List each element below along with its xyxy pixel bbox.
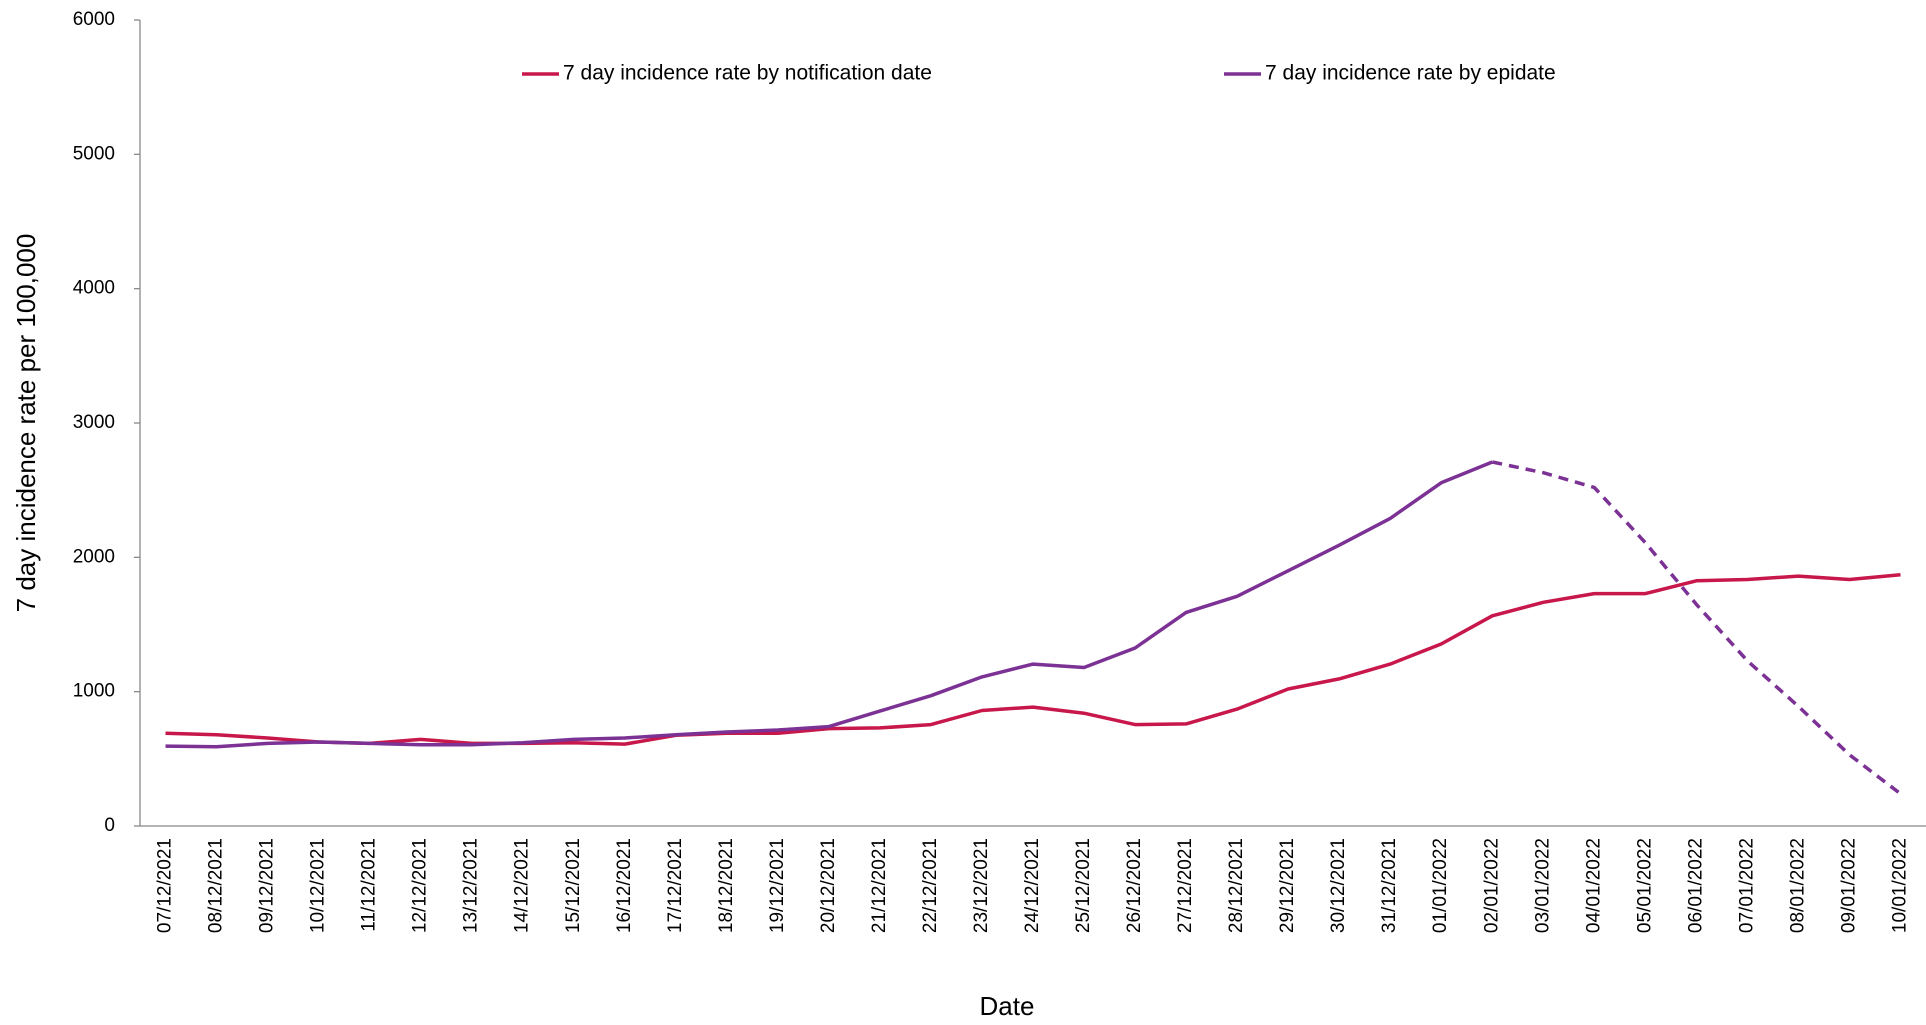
x-tick-label: 16/12/2021	[614, 838, 635, 933]
y-tick-label: 2000	[73, 546, 115, 567]
x-tick-label: 29/12/2021	[1277, 838, 1298, 933]
x-tick-label: 15/12/2021	[563, 838, 584, 933]
x-tick-label: 18/12/2021	[716, 838, 737, 933]
x-tick-label: 10/12/2021	[308, 838, 329, 933]
x-tick-label: 22/12/2021	[920, 838, 941, 933]
x-tick-label: 03/01/2022	[1532, 838, 1553, 933]
x-tick-label: 28/12/2021	[1226, 838, 1247, 933]
x-tick-label: 24/12/2021	[1022, 838, 1043, 933]
legend-label: 7 day incidence rate by notification dat…	[563, 62, 932, 85]
series-line	[165, 460, 1493, 749]
series-line	[165, 573, 1901, 746]
x-tick-label: 08/01/2022	[1787, 838, 1808, 933]
x-tick-label: 01/01/2022	[1430, 838, 1451, 933]
x-tick-label: 14/12/2021	[512, 838, 533, 933]
y-tick-label: 6000	[73, 9, 115, 30]
x-tick-label: 06/01/2022	[1685, 838, 1706, 933]
x-tick-label: 07/01/2022	[1736, 838, 1757, 933]
x-axis-title: Date	[980, 991, 1035, 1021]
x-tick-label: 23/12/2021	[971, 838, 992, 933]
x-tick-label: 07/12/2021	[155, 838, 176, 933]
y-tick-label: 4000	[73, 278, 115, 299]
y-tick-label: 1000	[73, 681, 115, 702]
x-tick-label: 04/01/2022	[1583, 838, 1604, 933]
y-tick-label: 0	[104, 815, 115, 836]
x-tick-label: 17/12/2021	[665, 838, 686, 933]
x-tick-label: 26/12/2021	[1124, 838, 1145, 933]
x-tick-label: 20/12/2021	[818, 838, 839, 933]
x-tick-label: 02/01/2022	[1481, 838, 1502, 933]
legend-label: 7 day incidence rate by epidate	[1265, 62, 1556, 85]
x-tick-label: 21/12/2021	[869, 838, 890, 933]
y-axis-title: 7 day incidence rate per 100,000	[11, 234, 41, 613]
x-tick-label: 30/12/2021	[1328, 838, 1349, 933]
x-tick-label: 10/01/2022	[1890, 838, 1911, 933]
x-tick-label: 08/12/2021	[206, 838, 227, 933]
x-tick-label: 25/12/2021	[1073, 838, 1094, 933]
x-tick-label: 27/12/2021	[1175, 838, 1196, 933]
series-line-dashed	[1491, 460, 1902, 796]
x-tick-label: 12/12/2021	[410, 838, 431, 933]
x-tick-label: 19/12/2021	[767, 838, 788, 933]
x-tick-label: 11/12/2021	[359, 838, 380, 932]
x-tick-label: 31/12/2021	[1379, 838, 1400, 933]
y-tick-label: 3000	[73, 412, 115, 433]
x-tick-label: 09/01/2022	[1838, 838, 1859, 933]
y-tick-label: 5000	[73, 143, 115, 164]
x-tick-label: 09/12/2021	[257, 838, 278, 933]
x-tick-label: 13/12/2021	[461, 838, 482, 933]
x-tick-label: 05/01/2022	[1634, 838, 1655, 933]
